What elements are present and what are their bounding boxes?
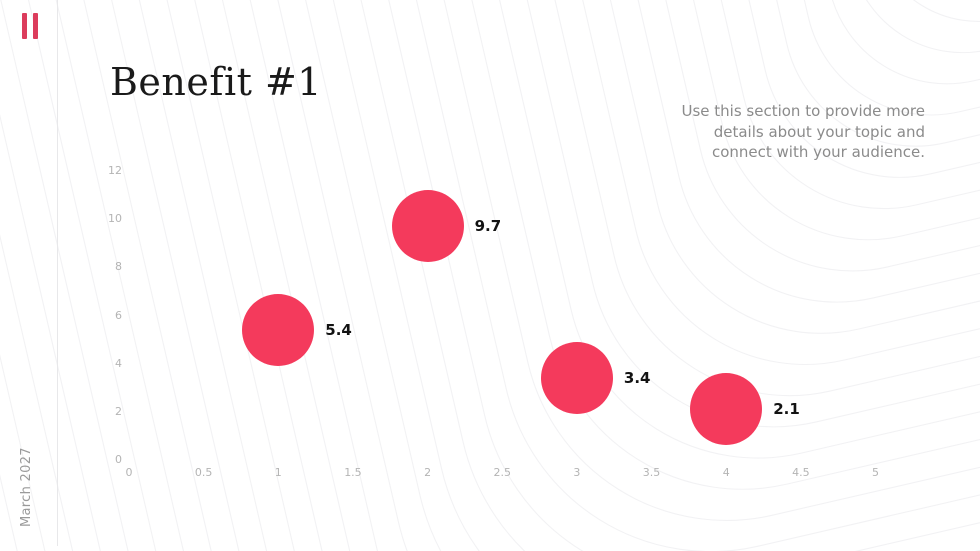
x-axis-tick-label: 4.5 [792, 466, 810, 479]
y-axis-tick-label: 2 [115, 404, 122, 418]
data-point-bubble [540, 342, 613, 415]
description-line: details about your topic and [713, 122, 925, 141]
slide-description: Use this section to provide more details… [625, 101, 925, 163]
data-point-value-label: 3.4 [623, 369, 651, 388]
left-divider-line [57, 0, 58, 546]
x-axis-tick-label: 0.5 [194, 466, 213, 479]
y-axis-tick-label: 6 [115, 308, 122, 322]
x-axis-tick-label: 1.5 [344, 466, 362, 479]
y-axis-tick-label: 12 [108, 164, 122, 177]
data-point-bubble [690, 373, 763, 446]
data-point-bubble [242, 293, 315, 366]
x-axis-tick-label: 4 [722, 466, 730, 479]
logo-bar-icon [22, 13, 27, 39]
description-line: connect with your audience. [711, 143, 925, 161]
y-axis-tick-label: 4 [115, 356, 122, 370]
data-point-value-label: 5.4 [325, 320, 352, 339]
x-axis-tick-label: 5 [872, 466, 879, 479]
x-axis-tick-label: 3 [573, 466, 581, 479]
x-axis-tick-label: 0 [125, 466, 133, 479]
logo-bar-icon [33, 13, 38, 39]
brand-logo [22, 13, 39, 40]
data-point-value-label: 9.7 [474, 217, 502, 236]
description-line: Use this section to provide more [681, 102, 925, 120]
x-axis-tick-label: 2 [424, 466, 432, 479]
y-axis-tick-label: 8 [115, 260, 122, 274]
data-point-value-label: 2.1 [773, 400, 800, 419]
slide-title: Benefit #1 [110, 60, 322, 104]
y-axis-tick-label: 0 [115, 453, 122, 466]
x-axis-tick-label: 3.5 [642, 466, 661, 479]
x-axis-tick-label: 1 [274, 466, 282, 479]
y-axis-tick-label: 10 [108, 212, 122, 226]
x-axis-tick-label: 2.5 [493, 466, 512, 479]
data-point-bubble [391, 190, 464, 263]
